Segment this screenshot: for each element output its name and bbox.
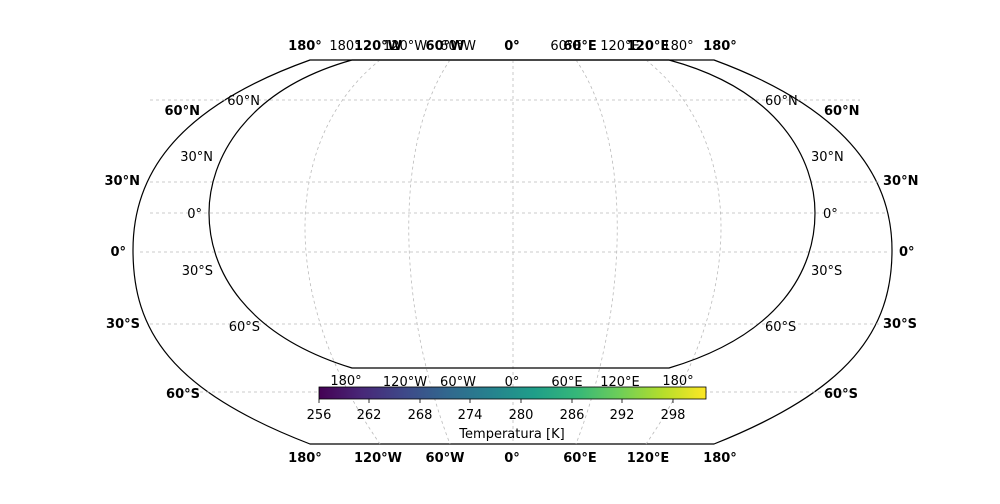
outer-bottom-lon-label: 120°E bbox=[627, 451, 670, 466]
outer-left-lat-labels: 60°N 30°N 0° 30°S 60°S bbox=[105, 104, 200, 402]
inner-left-lat-labels: 60°N 30°N 0° 30°S 60°S bbox=[180, 94, 260, 335]
outer-top-lon-label: 180° bbox=[703, 39, 737, 54]
outer-right-lat-label: 30°S bbox=[883, 317, 917, 332]
inner-right-lat-labels: 60°N 30°N 0° 30°S 60°S bbox=[765, 94, 844, 335]
inner-bottom-lon-label: 180° bbox=[330, 374, 361, 389]
outer-bottom-lon-label: 180° bbox=[703, 451, 737, 466]
inner-top-lon-label: 60°W bbox=[440, 39, 476, 54]
colorbar-tick-label: 256 bbox=[307, 408, 332, 423]
outer-bottom-lon-label: 120°W bbox=[354, 451, 402, 466]
outer-top-lon-label: 120°W bbox=[354, 39, 402, 54]
outer-right-lat-label: 30°N bbox=[883, 174, 918, 189]
colorbar-ticks bbox=[318, 399, 674, 403]
inner-bottom-lon-labels: 180° 120°W 60°W 0° 60°E 120°E 180° bbox=[330, 374, 693, 390]
inner-left-lat-label: 0° bbox=[187, 207, 202, 222]
outer-top-lon-label: 60°E bbox=[563, 39, 596, 54]
colorbar-gradient bbox=[318, 386, 707, 400]
outer-bottom-lon-label: 0° bbox=[504, 451, 520, 466]
inner-top-lon-label: 120°W bbox=[383, 39, 427, 54]
outer-top-lon-label: 60°W bbox=[426, 39, 465, 54]
outer-bottom-lon-label: 60°W bbox=[426, 451, 465, 466]
inner-right-lat-label: 0° bbox=[823, 207, 838, 222]
inner-bottom-lon-label: 120°E bbox=[600, 375, 640, 390]
inner-bottom-lon-label: 60°W bbox=[440, 375, 476, 390]
inner-right-lat-label: 60°N bbox=[765, 94, 798, 109]
outer-top-lon-label: 120°E bbox=[627, 39, 670, 54]
colorbar: 256 262 268 274 280 286 292 298 Temperat… bbox=[307, 386, 707, 442]
outer-right-lat-label: 0° bbox=[899, 245, 915, 260]
colorbar-tick-label: 274 bbox=[458, 408, 483, 423]
inner-left-lat-label: 60°N bbox=[227, 94, 260, 109]
outer-bottom-lon-label: 60°E bbox=[563, 451, 596, 466]
outer-top-lon-labels: 180° 120°W 60°W 0° 60°E 120°E 180° bbox=[288, 39, 737, 54]
inner-right-lat-label: 30°N bbox=[811, 150, 844, 165]
outer-right-lat-label: 60°S bbox=[824, 387, 858, 402]
meridian-60w bbox=[408, 59, 451, 445]
inner-bottom-lon-label: 180° bbox=[662, 374, 693, 389]
colorbar-tick-label: 286 bbox=[560, 408, 585, 423]
inner-right-lat-label: 30°S bbox=[811, 264, 842, 279]
inner-top-lon-label: 180° bbox=[662, 39, 693, 54]
inner-left-lat-label: 30°S bbox=[182, 264, 213, 279]
inner-top-lon-label: 60°E bbox=[550, 39, 581, 54]
meridian-60e bbox=[575, 59, 618, 445]
outer-left-lat-label: 30°S bbox=[106, 317, 140, 332]
outer-map-boundary bbox=[132, 59, 893, 445]
inner-right-lat-label: 60°S bbox=[765, 320, 796, 335]
inner-top-lon-label: 0° bbox=[505, 39, 520, 54]
outer-left-lat-label: 60°S bbox=[166, 387, 200, 402]
inner-bottom-lon-label: 60°E bbox=[551, 375, 582, 390]
inner-left-lat-label: 30°N bbox=[180, 150, 213, 165]
outer-bottom-lon-labels: 180° 120°W 60°W 0° 60°E 120°E 180° bbox=[288, 451, 737, 466]
inner-map-boundary bbox=[208, 59, 816, 369]
colorbar-tick-label: 268 bbox=[408, 408, 433, 423]
outer-bottom-lon-label: 180° bbox=[288, 451, 322, 466]
outer-top-lon-label: 0° bbox=[504, 39, 520, 54]
outer-top-lon-label: 180° bbox=[288, 39, 322, 54]
inner-top-lon-label: 180° bbox=[329, 39, 360, 54]
colorbar-tick-label: 292 bbox=[610, 408, 635, 423]
inner-bottom-lon-label: 0° bbox=[505, 375, 520, 390]
inner-bottom-lon-label: 120°W bbox=[383, 375, 427, 390]
colorbar-tick-label: 262 bbox=[357, 408, 382, 423]
colorbar-tick-label: 280 bbox=[509, 408, 534, 423]
outer-right-lat-label: 60°N bbox=[824, 104, 859, 119]
outer-left-lat-label: 0° bbox=[110, 245, 126, 260]
inner-left-lat-label: 60°S bbox=[229, 320, 260, 335]
inner-top-lon-labels: 180° 120°W 60°W 0° 60°E 120°E 180° bbox=[329, 39, 693, 54]
outer-right-lat-labels: 60°N 30°N 0° 30°S 60°S bbox=[824, 104, 918, 402]
outer-left-lat-label: 60°N bbox=[165, 104, 200, 119]
inner-top-lon-label: 120°E bbox=[600, 39, 640, 54]
colorbar-tick-label: 298 bbox=[661, 408, 686, 423]
colorbar-label: Temperatura [K] bbox=[458, 427, 564, 442]
outer-left-lat-label: 30°N bbox=[105, 174, 140, 189]
